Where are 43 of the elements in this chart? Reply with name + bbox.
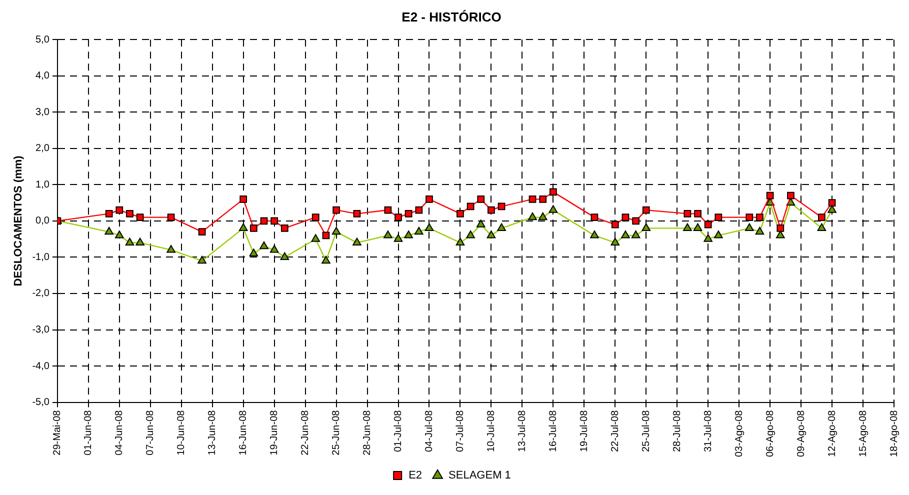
x-tick-label: 25-Jun-08: [331, 410, 342, 456]
y-axis-title: DESLOCAMENTOS (mm): [12, 155, 25, 286]
x-tick-label: 19-Jun-08: [269, 410, 280, 456]
x-tick-label: 31-Jul-08: [702, 410, 714, 452]
y-tick-label: 5,0: [36, 34, 50, 46]
x-tick-label: 04-Jun-08: [114, 410, 126, 456]
x-tick-label: 01-Jun-08: [83, 410, 94, 456]
x-tick-label: 28-Jun-08: [362, 410, 374, 456]
x-tick-label: 28-Jul-08: [672, 410, 683, 452]
x-tick-label: 06-Ago-08: [764, 410, 776, 458]
x-tick-label: 03-Ago-08: [734, 410, 745, 458]
x-tick-label: 18-Ago-08: [888, 410, 900, 458]
y-tick-label: -3,0: [32, 324, 50, 336]
y-tick-label: 2,0: [36, 143, 50, 154]
x-tick-label: 16-Jul-08: [548, 410, 559, 452]
y-tick-label: -4,0: [32, 360, 50, 372]
x-tick-label: 12-Ago-08: [826, 410, 838, 458]
x-tick-label: 15-Ago-08: [858, 410, 869, 458]
legend-label: SELAGEM 1: [448, 470, 511, 482]
x-tick-label: 22-Jun-08: [300, 410, 312, 456]
x-tick-label: 07-Jul-08: [454, 410, 466, 452]
x-tick-label: 22-Jul-08: [610, 410, 621, 452]
x-tick-label: 10-Jun-08: [176, 410, 188, 456]
x-tick-label: 19-Jul-08: [578, 410, 590, 452]
x-tick-label: 04-Jul-08: [424, 410, 435, 452]
x-tick-label: 01-Jul-08: [393, 410, 404, 452]
y-tick-label: 0,0: [36, 216, 50, 227]
x-tick-label: 13-Jul-08: [516, 410, 528, 452]
y-tick-label: 4,0: [36, 70, 50, 82]
x-tick-label: 25-Jul-08: [640, 410, 652, 452]
x-tick-label: 29-Mai-08: [52, 410, 64, 456]
legend-label: E2: [408, 470, 422, 482]
y-tick-label: -5,0: [32, 397, 50, 408]
x-tick-label: 09-Ago-08: [796, 410, 807, 458]
y-tick-label: 3,0: [36, 106, 50, 118]
x-tick-label: 13-Jun-08: [207, 410, 218, 456]
y-tick-label: -2,0: [32, 288, 50, 300]
x-tick-label: 16-Jun-08: [238, 410, 250, 456]
chart-title: E2 - HISTÓRICO: [402, 9, 502, 24]
y-tick-label: 1,0: [36, 179, 50, 190]
x-tick-label: 07-Jun-08: [145, 410, 156, 456]
y-tick-label: -1,0: [32, 252, 50, 263]
x-tick-label: 10-Jul-08: [486, 410, 497, 452]
